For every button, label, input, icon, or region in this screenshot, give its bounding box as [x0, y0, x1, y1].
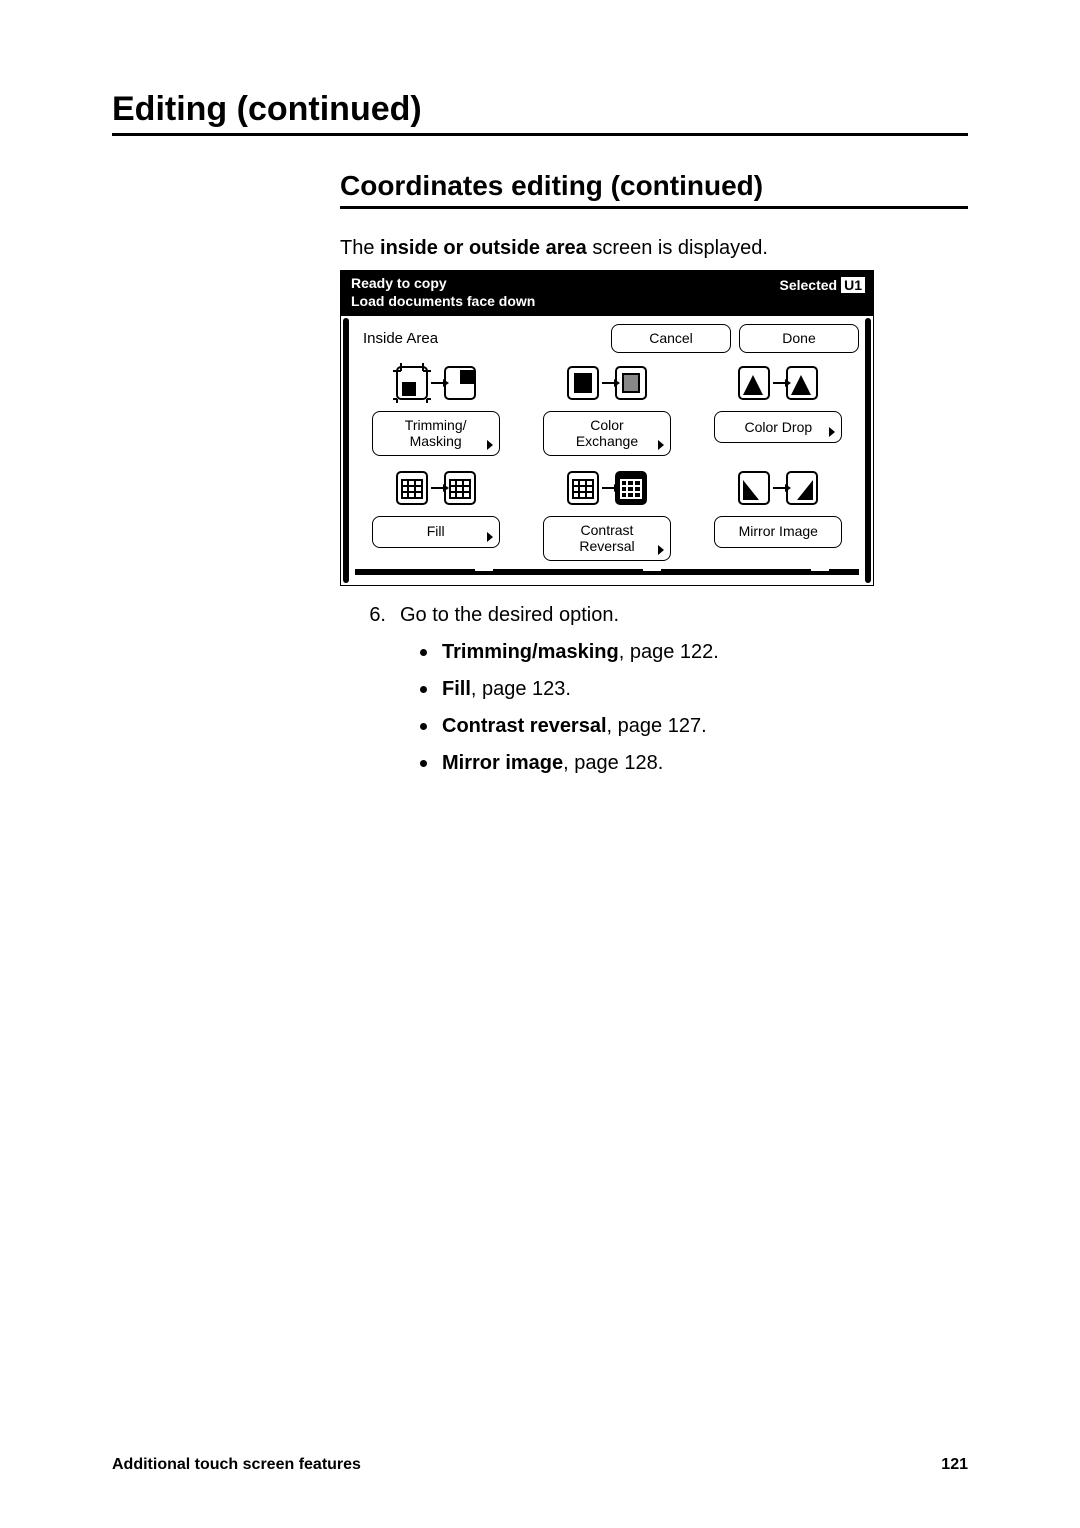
- touchscreen-header: Ready to copy Load documents face down S…: [341, 271, 873, 316]
- step-6: 6. Go to the desired option.: [340, 604, 968, 627]
- step-text: Go to the desired option.: [400, 604, 619, 627]
- list-item-bold: Trimming/masking: [442, 641, 619, 663]
- selected-value: U1: [841, 277, 865, 293]
- fill-label: Fill: [427, 524, 445, 539]
- page-title: Editing (continued): [112, 90, 968, 136]
- trimming-masking-button[interactable]: Trimming/ Masking: [372, 411, 500, 456]
- intro-text: The inside or outside area screen is dis…: [340, 237, 968, 260]
- list-item: Fill, page 123.: [420, 678, 968, 701]
- list-item-bold: Contrast reversal: [442, 715, 607, 737]
- mirror-image-icon: [733, 466, 823, 510]
- option-mirror-image: Mirror Image: [710, 466, 847, 561]
- touchscreen-panel: Ready to copy Load documents face down S…: [340, 270, 874, 586]
- contrast-reversal-label-l1: Contrast: [579, 523, 634, 538]
- screen-title: Inside Area: [363, 330, 603, 347]
- page-footer: Additional touch screen features 121: [112, 1456, 968, 1474]
- touchscreen-top-row: Inside Area Cancel Done: [349, 322, 865, 361]
- section-column: Coordinates editing (continued) The insi…: [340, 170, 968, 775]
- cancel-button[interactable]: Cancel: [611, 324, 731, 353]
- selected-indicator: Selected U1: [780, 275, 866, 293]
- step-number: 6.: [340, 604, 386, 627]
- color-exchange-label-l2: Exchange: [576, 434, 638, 449]
- trimming-masking-label-l2: Masking: [405, 434, 467, 449]
- list-item-rest: , page 122.: [619, 641, 719, 663]
- options-grid: Trimming/ Masking: [349, 361, 865, 561]
- option-color-exchange: Color Exchange: [538, 361, 675, 456]
- list-item-rest: , page 128.: [563, 752, 663, 774]
- list-item-rest: , page 123.: [471, 678, 571, 700]
- footer-section-title: Additional touch screen features: [112, 1456, 361, 1474]
- list-item: Trimming/masking, page 122.: [420, 641, 968, 664]
- option-color-drop: Color Drop: [710, 361, 847, 456]
- trimming-masking-icon: [391, 361, 481, 405]
- selected-label: Selected: [780, 277, 838, 293]
- color-drop-label: Color Drop: [744, 420, 812, 435]
- touchscreen-bottom-tabs: [355, 569, 859, 575]
- list-item: Mirror image, page 128.: [420, 752, 968, 775]
- color-drop-icon: [733, 361, 823, 405]
- intro-pre: The: [340, 237, 380, 259]
- option-fill: Fill: [367, 466, 504, 561]
- mirror-image-button[interactable]: Mirror Image: [714, 516, 842, 548]
- trimming-masking-label-l1: Trimming/: [405, 418, 467, 433]
- done-button[interactable]: Done: [739, 324, 859, 353]
- mirror-image-label: Mirror Image: [739, 524, 818, 539]
- list-item: Contrast reversal, page 127.: [420, 715, 968, 738]
- page-number: 121: [941, 1456, 968, 1474]
- option-trimming-masking: Trimming/ Masking: [367, 361, 504, 456]
- option-contrast-reversal: Contrast Reversal: [538, 466, 675, 561]
- contrast-reversal-button[interactable]: Contrast Reversal: [543, 516, 671, 561]
- color-exchange-icon: [562, 361, 652, 405]
- intro-bold: inside or outside area: [380, 237, 587, 259]
- contrast-reversal-label-l2: Reversal: [579, 539, 634, 554]
- color-drop-button[interactable]: Color Drop: [714, 411, 842, 443]
- touchscreen-body: Inside Area Cancel Done: [341, 316, 873, 585]
- options-reference-list: Trimming/masking, page 122. Fill, page 1…: [420, 641, 968, 775]
- status-line2: Load documents face down: [351, 293, 535, 311]
- color-exchange-button[interactable]: Color Exchange: [543, 411, 671, 456]
- color-exchange-label-l1: Color: [576, 418, 638, 433]
- page: Editing (continued) Coordinates editing …: [0, 0, 1080, 1528]
- list-item-bold: Mirror image: [442, 752, 563, 774]
- intro-post: screen is displayed.: [587, 237, 768, 259]
- fill-button[interactable]: Fill: [372, 516, 500, 548]
- section-title: Coordinates editing (continued): [340, 170, 968, 209]
- status-line1: Ready to copy: [351, 275, 535, 293]
- status-text: Ready to copy Load documents face down: [351, 275, 535, 310]
- list-item-rest: , page 127.: [607, 715, 707, 737]
- fill-icon: [391, 466, 481, 510]
- contrast-reversal-icon: [562, 466, 652, 510]
- list-item-bold: Fill: [442, 678, 471, 700]
